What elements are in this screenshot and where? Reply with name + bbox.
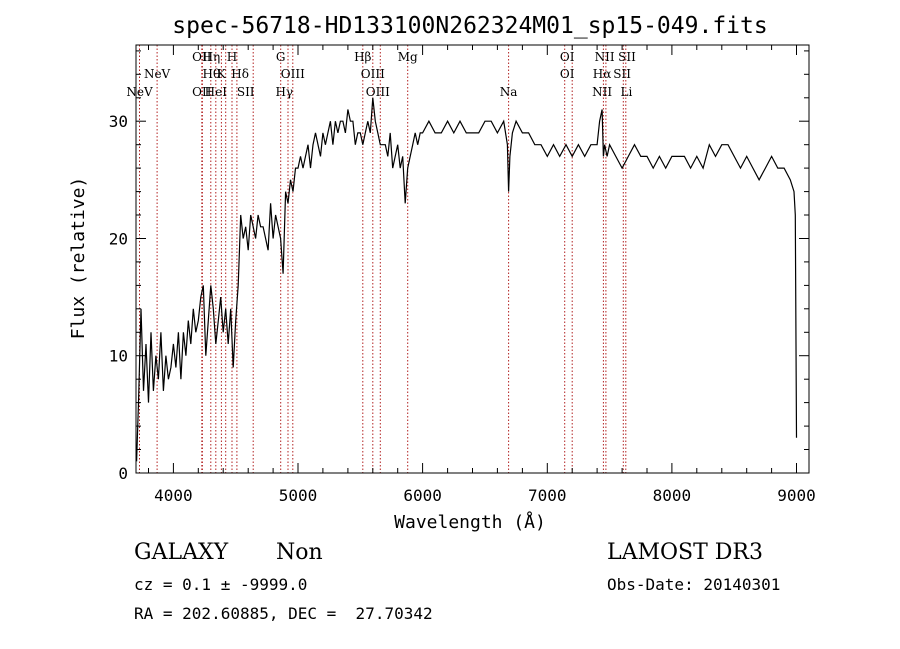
spectral-line-label-3: OII [192, 85, 212, 99]
spectral-line-label-19: OI [560, 50, 575, 64]
object-class: GALAXY [134, 540, 229, 565]
spectral-line-label-26: Li [620, 85, 632, 99]
x-tick-label-1: 5000 [279, 486, 318, 505]
x-tick-label-5: 9000 [777, 486, 816, 505]
spectral-line-label-7: K [217, 67, 227, 81]
spectral-line-label-12: OIII [281, 67, 305, 81]
x-axis: 4000 5000 6000 7000 8000 9000 [148, 45, 816, 505]
spectrum-series-line [136, 97, 798, 462]
object-subclass: Non [276, 540, 323, 565]
spectral-line-label-1: NeV [144, 67, 171, 81]
spectral-line-label-24: SII [618, 50, 636, 64]
y-tick-label-2: 20 [109, 230, 128, 249]
spectral-line-label-17: Mg [398, 50, 418, 64]
spectral-line-label-4: Hη [203, 50, 221, 64]
x-axis-label: Wavelength (Å) [394, 511, 546, 533]
x-tick-label-0: 4000 [154, 486, 193, 505]
coordinates-readout: RA = 202.60885, DEC = 27.70342 [134, 604, 433, 623]
spectral-line-label-22: Hα [593, 67, 612, 81]
spectral-line-labels: NeVNeVOIIOIIHηHθHeIKHHδSIIGOIIIHγHβOIIIO… [126, 50, 636, 99]
spectral-line-label-6: HeI [205, 85, 228, 99]
spectral-line-label-13: Hγ [275, 85, 293, 99]
spectral-line-markers [139, 45, 627, 473]
spectral-line-label-9: Hδ [231, 67, 249, 81]
x-tick-label-2: 6000 [403, 486, 442, 505]
observation-date: Obs-Date: 20140301 [607, 575, 780, 594]
redshift-readout: cz = 0.1 ± -9999.0 [134, 575, 307, 594]
x-tick-label-4: 8000 [653, 486, 692, 505]
x-tick-label-3: 7000 [528, 486, 567, 505]
spectral-line-label-15: OIII [361, 67, 385, 81]
spectral-line-label-2: OII [192, 50, 212, 64]
spectral-line-label-5: Hθ [203, 67, 221, 81]
chart-title: spec-56718-HD133100N262324M01_sp15-049.f… [172, 13, 767, 39]
y-tick-label-3: 30 [109, 112, 128, 131]
spectral-line-label-23: NII [592, 85, 612, 99]
spectral-line-label-10: SII [237, 85, 255, 99]
spectral-line-label-25: SII [613, 67, 631, 81]
y-axis-label: Flux (relative) [68, 177, 89, 340]
y-tick-label-0: 0 [118, 464, 128, 483]
y-tick-label-1: 10 [109, 347, 128, 366]
spectral-line-label-21: NII [595, 50, 615, 64]
spectral-line-label-8: H [227, 50, 237, 64]
spectral-line-label-14: Hβ [354, 50, 371, 64]
spectral-line-label-11: G [276, 50, 286, 64]
spectral-line-label-0: NeV [126, 85, 153, 99]
survey-release: LAMOST DR3 [607, 540, 763, 565]
spectral-line-label-16: OIII [366, 85, 390, 99]
y-axis: 0 10 20 30 [109, 50, 809, 483]
spectral-line-label-20: OI [560, 67, 575, 81]
spectral-line-label-18: Na [500, 85, 518, 99]
